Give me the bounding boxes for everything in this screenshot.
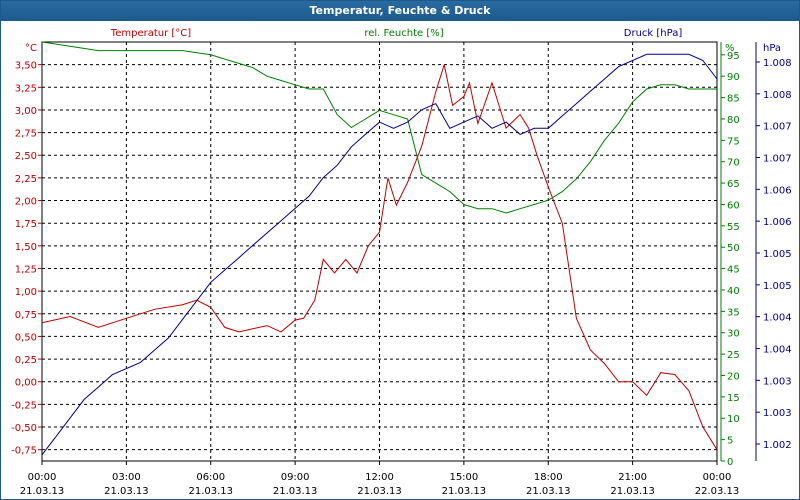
x-tick-date: 21.03.13 <box>273 486 318 497</box>
press-tick-label: 1.005 <box>763 249 792 260</box>
series-lines <box>41 41 718 456</box>
hum-tick-label: 95 <box>727 51 740 62</box>
temp-unit: °C <box>25 43 37 54</box>
temp-tick-label: 2,75 <box>15 129 37 140</box>
grid-lines <box>42 42 717 461</box>
axes <box>38 41 760 465</box>
hum-unit: % <box>725 43 735 54</box>
hum-tick-label: 45 <box>727 265 740 276</box>
temp-tick-label: 1,50 <box>15 242 37 253</box>
press-tick-label: 1.008 <box>763 90 792 101</box>
temp-tick-label: 0,50 <box>15 332 37 343</box>
x-tick-time: 12:00 <box>365 472 394 483</box>
pressure-line <box>41 53 718 456</box>
hum-tick-label: 55 <box>727 222 740 233</box>
temp-tick-label: -0,75 <box>11 446 37 457</box>
hum-tick-label: 75 <box>727 136 740 147</box>
x-tick-date: 21.03.13 <box>188 486 233 497</box>
temp-tick-label: 1,00 <box>15 287 37 298</box>
hum-tick-label: 25 <box>727 350 740 361</box>
press-tick-label: 1.002 <box>763 440 792 451</box>
hum-tick-label: 65 <box>727 179 740 190</box>
x-tick-time: 00:00 <box>28 472 57 483</box>
press-tick-label: 1.003 <box>763 408 792 419</box>
x-tick-time: 00:00 <box>703 472 732 483</box>
hum-tick-label: 30 <box>727 329 740 340</box>
press-tick-label: 1.008 <box>763 58 792 69</box>
x-tick-time: 03:00 <box>112 472 141 483</box>
hum-tick-label: 0 <box>727 457 733 468</box>
x-tick-date: 22.03.13 <box>695 486 740 497</box>
temp-tick-label: 3,50 <box>15 61 37 72</box>
press-tick-label: 1.007 <box>763 154 792 165</box>
temp-tick-label: 0,75 <box>15 310 37 321</box>
hum-tick-label: 35 <box>727 307 740 318</box>
press-tick-label: 1.006 <box>763 217 792 228</box>
temp-tick-label: -0,25 <box>11 400 37 411</box>
x-tick-time: 18:00 <box>534 472 563 483</box>
temp-tick-label: 2,00 <box>15 197 37 208</box>
press-tick-label: 1.004 <box>763 313 792 324</box>
x-tick-date: 21.03.13 <box>526 486 571 497</box>
hum-tick-label: 10 <box>727 414 740 425</box>
temp-axis-label: Temperatur [°C] <box>110 28 191 39</box>
press-axis-label: Druck [hPa] <box>624 28 683 39</box>
hum-tick-label: 85 <box>727 94 740 105</box>
temp-tick-label: 0,25 <box>15 355 37 366</box>
press-tick-label: 1.005 <box>763 281 792 292</box>
hum-tick-label: 90 <box>727 72 740 83</box>
chart-title: Temperatur, Feuchte & Druck <box>1 1 799 21</box>
x-tick-time: 21:00 <box>618 472 647 483</box>
temp-tick-label: 2,25 <box>15 174 37 185</box>
x-tick-date: 21.03.13 <box>610 486 655 497</box>
x-tick-date: 21.03.13 <box>20 486 65 497</box>
hum-tick-label: 80 <box>727 115 740 126</box>
hum-axis-label: rel. Feuchte [%] <box>364 28 443 39</box>
hum-tick-label: 50 <box>727 243 740 254</box>
hum-tick-label: 15 <box>727 393 740 404</box>
x-tick-date: 21.03.13 <box>104 486 149 497</box>
hum-tick-label: 5 <box>727 436 733 447</box>
x-tick-date: 21.03.13 <box>357 486 402 497</box>
hum-tick-label: 40 <box>727 286 740 297</box>
x-tick-time: 09:00 <box>281 472 310 483</box>
temp-tick-label: 1,25 <box>15 264 37 275</box>
hum-tick-label: 70 <box>727 158 740 169</box>
x-tick-time: 06:00 <box>196 472 225 483</box>
hum-tick-label: 60 <box>727 200 740 211</box>
temp-tick-label: 0,00 <box>15 378 37 389</box>
press-tick-label: 1.006 <box>763 185 792 196</box>
x-tick-date: 21.03.13 <box>442 486 487 497</box>
x-tick-time: 15:00 <box>449 472 478 483</box>
temp-tick-label: 3,25 <box>15 83 37 94</box>
temp-tick-label: -0,50 <box>11 423 37 434</box>
press-tick-label: 1.003 <box>763 376 792 387</box>
press-tick-label: 1.004 <box>763 345 792 356</box>
axis-labels: 00:00 21.03.13 03:00 21.03.13 06:00 21.03.13 0… <box>11 28 792 497</box>
temperature-line <box>41 64 718 450</box>
humidity-line <box>41 41 717 214</box>
press-unit: hPa <box>763 43 781 54</box>
hum-tick-label: 20 <box>727 371 740 382</box>
temp-tick-label: 1,75 <box>15 219 37 230</box>
press-tick-label: 1.007 <box>763 122 792 133</box>
temp-tick-label: 3,00 <box>15 106 37 117</box>
temp-tick-label: 2,50 <box>15 151 37 162</box>
